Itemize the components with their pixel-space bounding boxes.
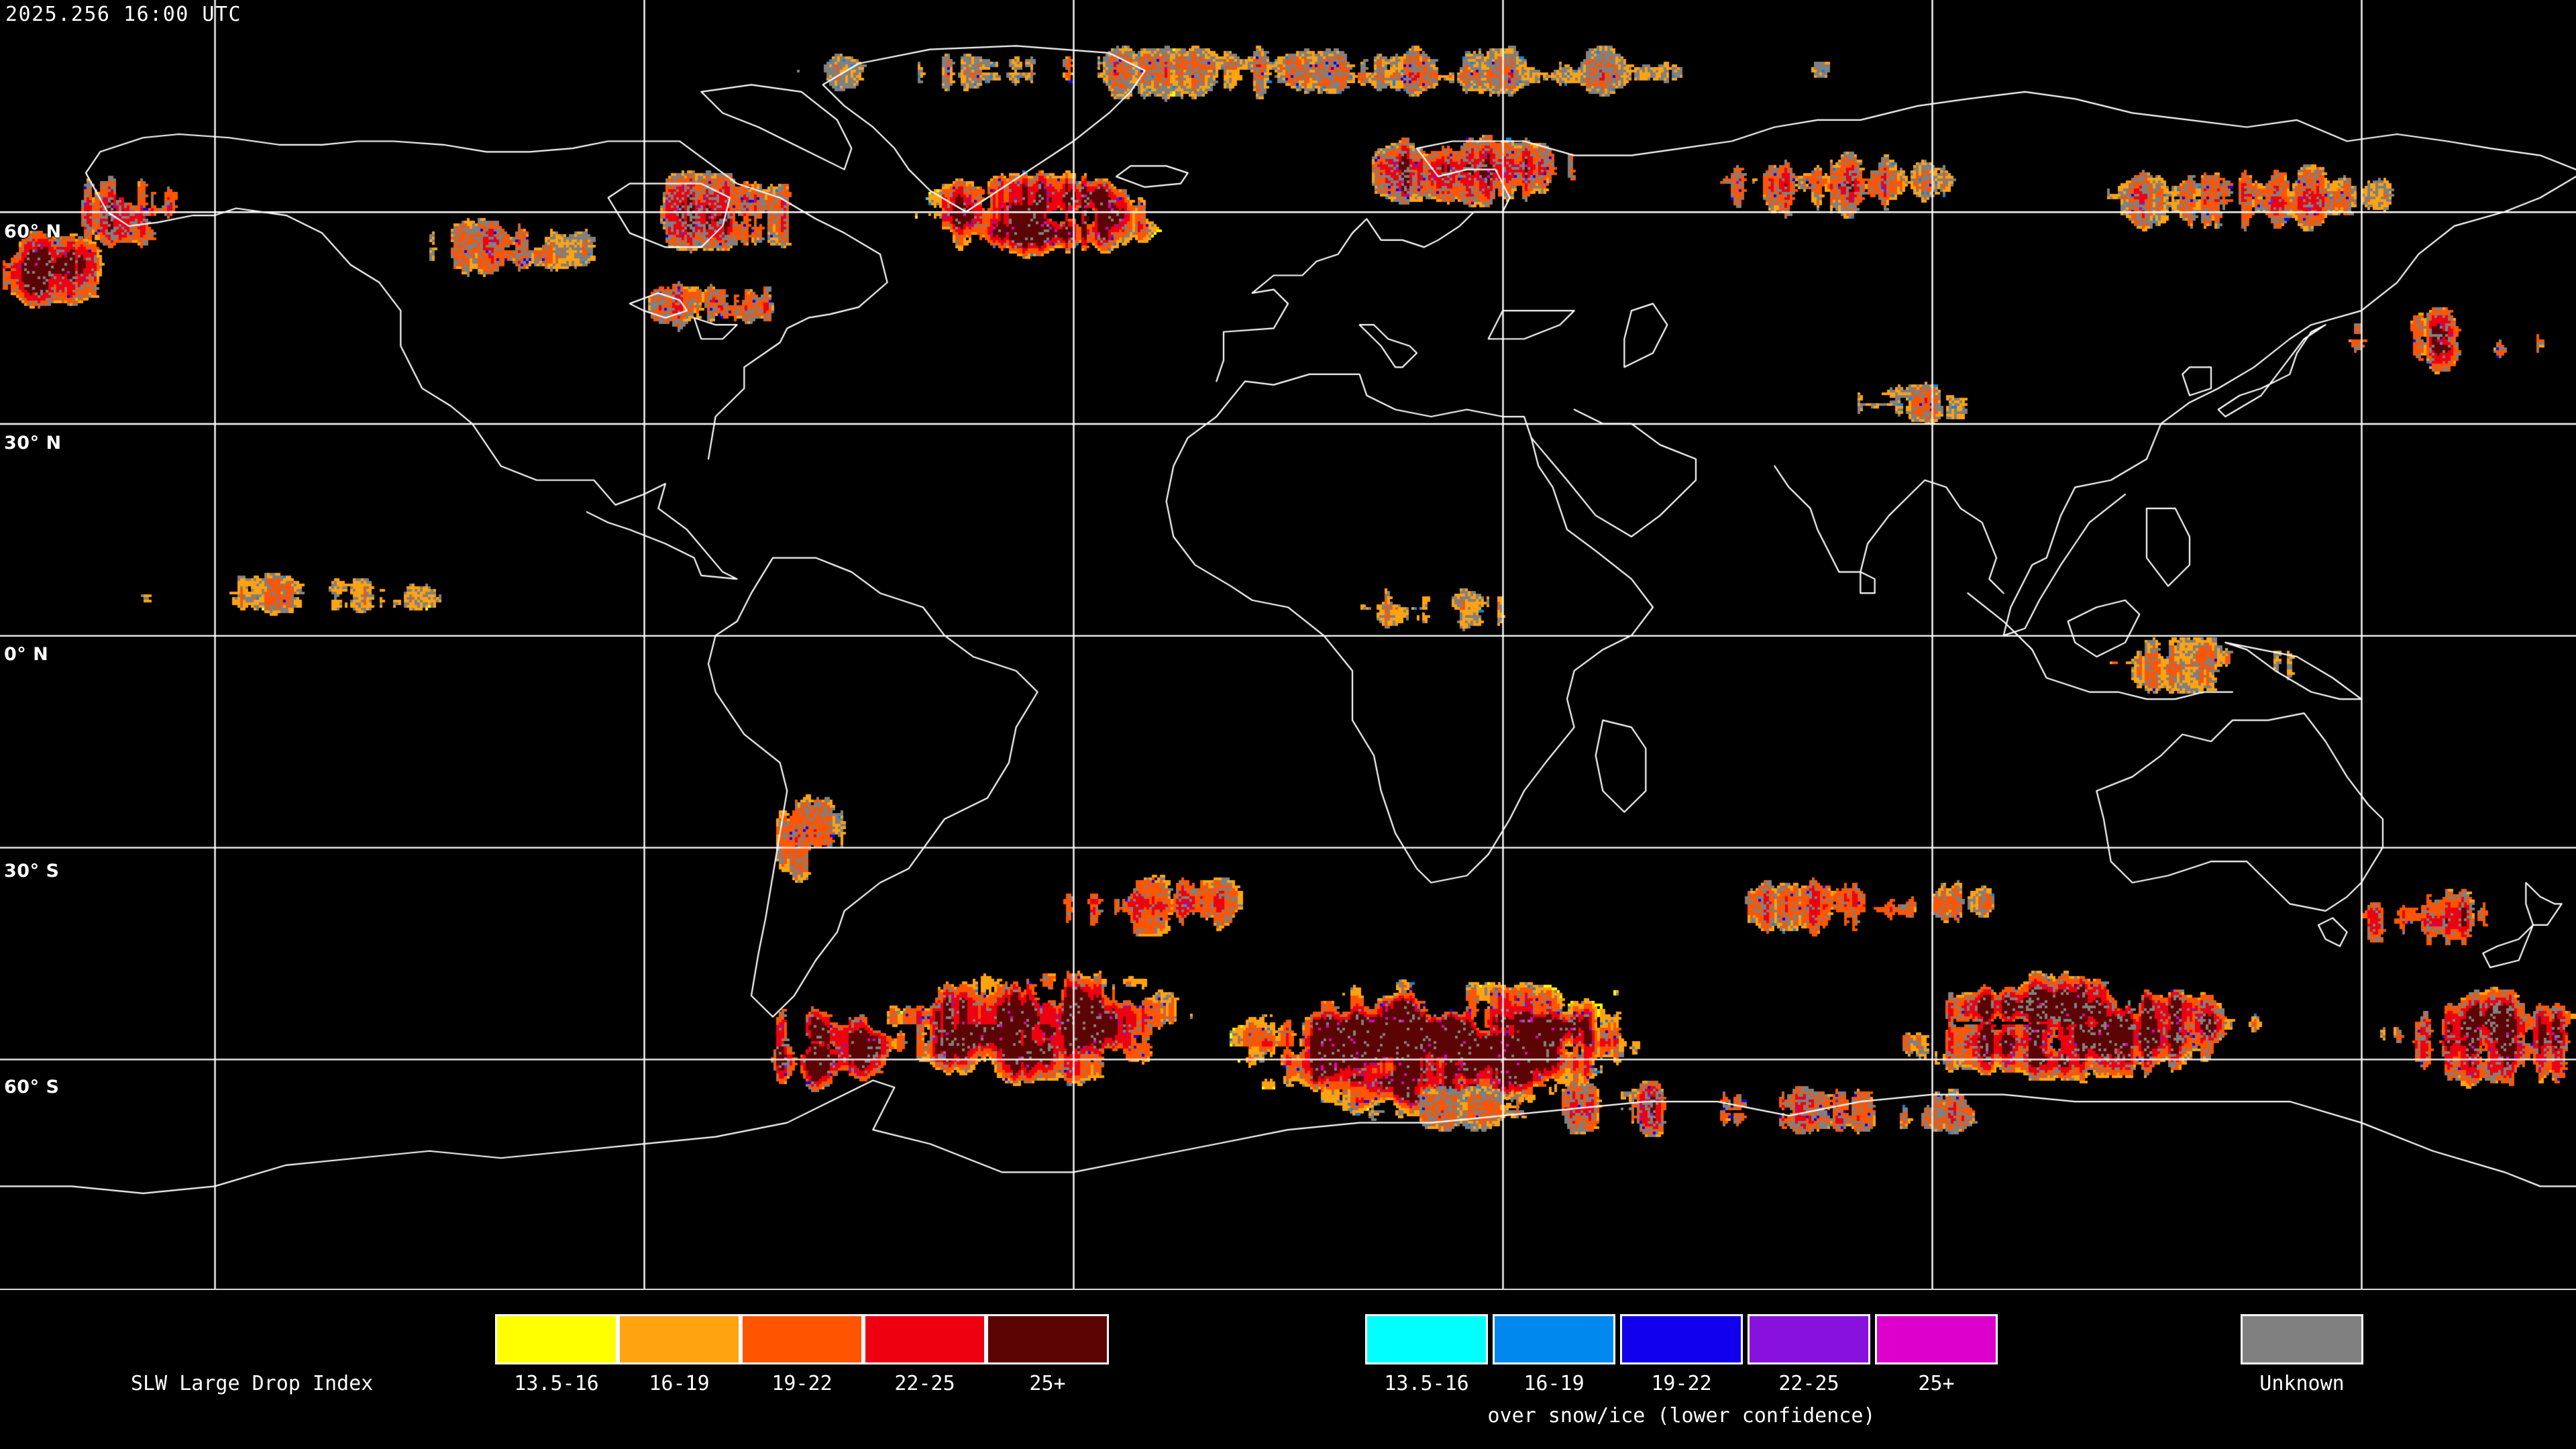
legend-label-snowice-22-25: 22-25 [1778,1372,1839,1395]
snow-ice-caption: over snow/ice (lower confidence) [1487,1404,1876,1428]
legend-label-clear-25plus: 25+ [1029,1372,1066,1395]
legend-swatch-snowice-22-25 [1748,1314,1870,1364]
legend-panel: SLW Large Drop Index 13.5-16 16-19 19-22… [0,1289,2576,1449]
legend-label-snowice-25plus: 25+ [1918,1372,1955,1395]
legend-label-clear-16-19: 16-19 [649,1372,710,1395]
slw-index-map-canvas[interactable] [0,0,2576,1289]
legend-swatch-snowice-25plus [1875,1314,1998,1364]
legend-swatch-clear-25plus [986,1314,1109,1364]
legend-label-clear-22-25: 22-25 [894,1372,955,1395]
legend-label-snowice-16-19: 16-19 [1523,1372,1585,1395]
legend-swatch-clear-19-22 [741,1314,863,1364]
map-panel[interactable]: 2025.256 16:00 UTC 60° N 30° N 0° N 30° … [0,0,2576,1289]
legend-swatch-unknown [2241,1314,2363,1364]
legend-label-snowice-13.5-16: 13.5-16 [1384,1372,1469,1395]
legend-swatch-snowice-13.5-16 [1365,1314,1488,1364]
timestamp-label: 2025.256 16:00 UTC [5,3,242,26]
latitude-label-30s: 30° S [4,861,60,881]
legend-swatch-clear-16-19 [618,1314,741,1364]
legend-swatch-snowice-19-22 [1620,1314,1743,1364]
latitude-label-equator: 0° N [4,644,49,665]
legend-swatch-clear-22-25 [863,1314,986,1364]
legend-label-clear-19-22: 19-22 [771,1372,833,1395]
legend-label-clear-13.5-16: 13.5-16 [514,1372,599,1395]
legend-label-unknown: Unknown [2259,1372,2345,1395]
legend-label-snowice-19-22: 19-22 [1651,1372,1712,1395]
legend-swatch-clear-13.5-16 [495,1314,618,1364]
legend-swatch-snowice-16-19 [1493,1314,1615,1364]
latitude-label-30n: 30° N [4,433,62,453]
latitude-label-60n: 60° N [4,221,62,242]
legend-title: SLW Large Drop Index [131,1372,374,1395]
latitude-label-60s: 60° S [4,1077,60,1097]
